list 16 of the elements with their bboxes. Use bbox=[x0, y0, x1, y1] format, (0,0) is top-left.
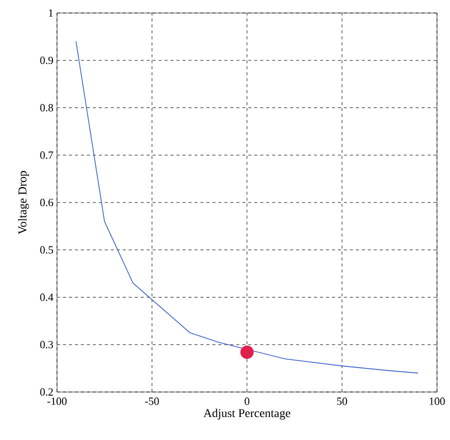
y-axis-title: Voltage Drop bbox=[18, 171, 29, 234]
x-tick-label: 0 bbox=[244, 398, 250, 405]
x-tick-label: 100 bbox=[430, 398, 445, 405]
y-tick-label: 0.5 bbox=[40, 246, 54, 254]
x-axis-title: Adjust Percentage bbox=[203, 408, 290, 420]
y-tick-label: 1 bbox=[48, 9, 53, 17]
y-tick-label: 0.9 bbox=[40, 56, 54, 64]
x-tick-label: 50 bbox=[337, 398, 348, 405]
y-tick-label: 0.8 bbox=[40, 104, 54, 112]
y-tick-label: 0.7 bbox=[40, 151, 54, 159]
x-tick-label: -50 bbox=[145, 398, 159, 405]
y-tick-label: 0.2 bbox=[40, 388, 53, 396]
y-tick-label: 0.4 bbox=[40, 294, 54, 301]
y-tick-label: 0.6 bbox=[40, 198, 54, 206]
x-tick-label: -100 bbox=[47, 398, 67, 405]
y-tick-label: 0.3 bbox=[40, 340, 54, 348]
